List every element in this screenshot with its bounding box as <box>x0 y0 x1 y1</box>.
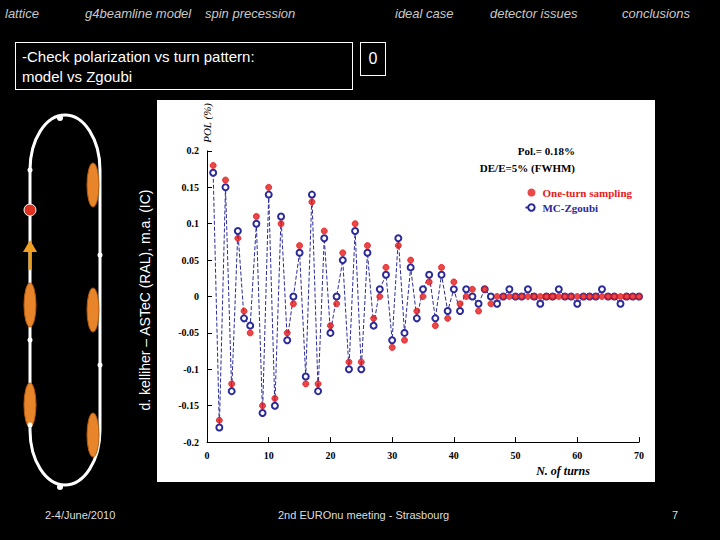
html-text:d. kelliher – ASTeC (RAL), m.a: d. kelliher – ASTeC (RAL), m.a. (IC) <box>137 189 153 411</box>
svg-text:MC-Zgoubi: MC-Zgoubi <box>542 202 598 214</box>
svg-text:10: 10 <box>264 450 274 461</box>
html-text:ideal case: ideal case <box>395 6 454 21</box>
svg-text:20: 20 <box>325 450 335 461</box>
svg-text:30: 30 <box>387 450 397 461</box>
html-text:detector issues: detector issues <box>490 6 578 21</box>
svg-text:60: 60 <box>572 450 582 461</box>
html-text:spin precession: spin precession <box>205 6 296 21</box>
svg-text:DE/E=5% (FWHM): DE/E=5% (FWHM) <box>480 162 576 175</box>
svg-text:-0.1: -0.1 <box>183 364 199 375</box>
html-text:2-4/June/2010: 2-4/June/2010 <box>45 509 116 521</box>
svg-text:0: 0 <box>194 291 199 302</box>
svg-text:-0.2: -0.2 <box>183 437 199 448</box>
svg-text:-0.05: -0.05 <box>178 327 199 338</box>
html-text:0: 0 <box>368 50 378 67</box>
svg-text:POL (%): POL (%) <box>201 103 214 144</box>
svg-text:0.1: 0.1 <box>187 218 200 229</box>
svg-text:0.05: 0.05 <box>182 255 200 266</box>
html-text:lattice: lattice <box>5 6 39 21</box>
svg-text:-0.15: -0.15 <box>178 400 199 411</box>
svg-text:50: 50 <box>511 450 521 461</box>
svg-text:Pol.= 0.18%: Pol.= 0.18% <box>518 145 575 157</box>
svg-text:40: 40 <box>449 450 459 461</box>
svg-text:One-turn sampling: One-turn sampling <box>542 187 632 199</box>
html-text:g4beamline model: g4beamline model <box>85 6 192 21</box>
svg-text:0.15: 0.15 <box>182 182 200 193</box>
svg-text:N. of turns: N. of turns <box>535 464 590 478</box>
svg-text:70: 70 <box>634 450 644 461</box>
svg-text:0: 0 <box>205 450 210 461</box>
html-text:2nd EUROnu meeting - Strasbour: 2nd EUROnu meeting - Strasbourg <box>278 509 450 521</box>
html-text:conclusions: conclusions <box>622 6 690 21</box>
svg-text:0.2: 0.2 <box>187 145 200 156</box>
html-text:7: 7 <box>672 509 679 521</box>
html-text:-Check polarization vs turn pa: -Check polarization vs turn pattern: mod… <box>22 48 255 85</box>
